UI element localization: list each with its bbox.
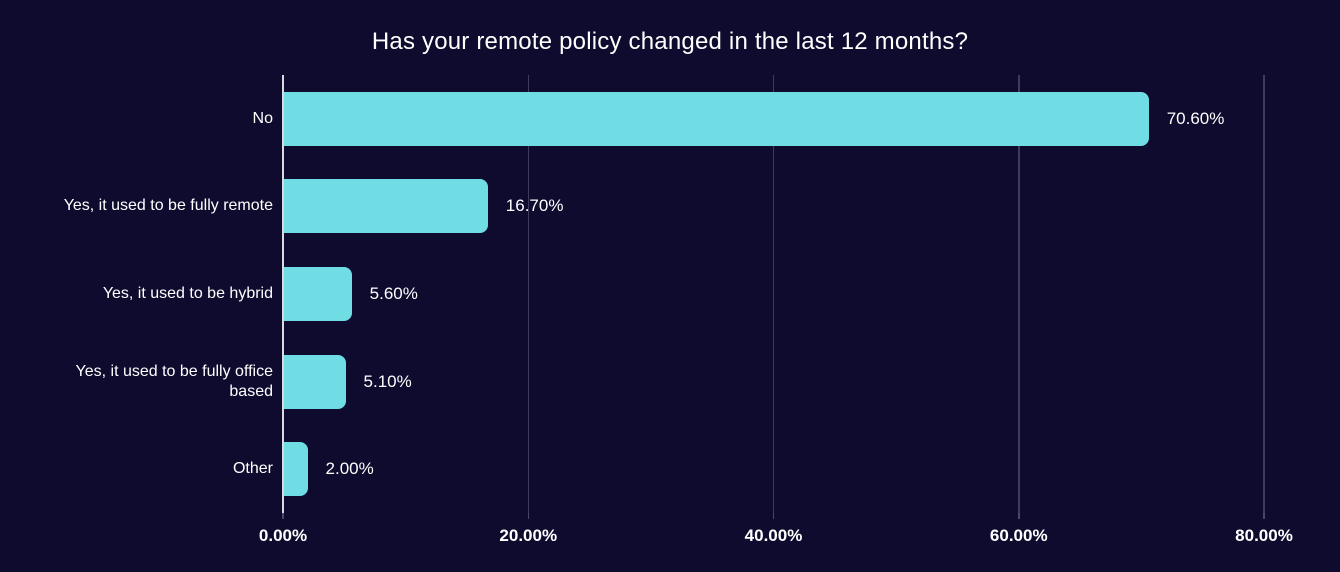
value-label: 2.00% — [325, 459, 374, 479]
axis-tick — [772, 513, 775, 519]
category-label: Yes, it used to be fully office based — [75, 362, 273, 400]
axis-tick — [527, 513, 529, 519]
bar-row: No 70.60% — [0, 75, 1340, 163]
bar-row: Yes, it used to be fully office based 5.1… — [0, 338, 1340, 426]
bar — [283, 179, 488, 234]
value-label: 5.60% — [369, 283, 418, 303]
category-label: No — [252, 109, 273, 127]
chart-title: Has your remote policy changed in the la… — [371, 28, 969, 55]
y-axis-line — [282, 75, 284, 513]
category-label: Other — [232, 460, 273, 478]
x-tick-label: 60.00% — [989, 526, 1048, 545]
bar — [283, 266, 352, 321]
axis-tick — [1018, 513, 1020, 519]
value-label: 16.70% — [505, 196, 564, 216]
value-label: 5.10% — [363, 371, 412, 391]
gridline — [527, 75, 529, 513]
bar — [283, 354, 346, 409]
bar-row: Other 2.00% — [0, 425, 1340, 513]
bar-row: Yes, it used to be fully remote 16.70% — [0, 163, 1340, 251]
x-tick-label: 0.00% — [258, 526, 308, 545]
x-tick-label: 40.00% — [744, 526, 803, 545]
bar-row: Yes, it used to be hybrid 5.60% — [0, 250, 1340, 338]
axis-tick — [1263, 513, 1265, 519]
gridline — [772, 75, 775, 513]
gridline — [1263, 75, 1265, 513]
gridline — [1018, 75, 1020, 513]
bar — [283, 91, 1149, 146]
category-label: Yes, it used to be hybrid — [102, 284, 273, 302]
x-tick-label: 20.00% — [499, 526, 558, 545]
bar — [283, 442, 308, 497]
x-tick-label: 80.00% — [1235, 526, 1293, 545]
axis-tick — [282, 513, 284, 519]
category-label: Yes, it used to be fully remote — [63, 197, 273, 215]
value-label: 70.60% — [1166, 108, 1225, 128]
